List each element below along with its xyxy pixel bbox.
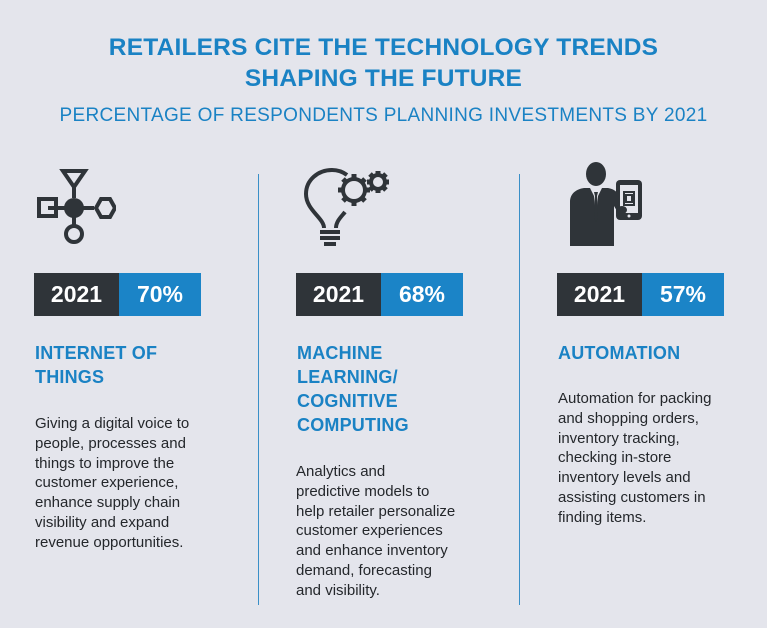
lightbulb-gears-icon	[303, 167, 389, 246]
year-percent-badge: 2021 68%	[296, 273, 463, 316]
title-line-1: RETAILERS CITE THE TECHNOLOGY TRENDS	[108, 34, 659, 61]
column-divider	[258, 174, 259, 605]
page-subtitle: PERCENTAGE OF RESPONDENTS PLANNING INVES…	[59, 105, 708, 126]
trend-description: Automation for packing and shopping orde…	[558, 390, 712, 526]
year-label: 2021	[557, 273, 642, 316]
page-title: RETAILERS CITE THE TECHNOLOGY TRENDS SHA…	[0, 32, 767, 94]
percent-value: 57%	[642, 273, 724, 316]
percent-value: 70%	[119, 273, 201, 316]
trend-heading: INTERNET OF THINGS	[35, 343, 158, 387]
trend-heading: AUTOMATION	[558, 343, 681, 363]
year-percent-badge: 2021 70%	[34, 273, 201, 316]
percent-value: 68%	[381, 273, 463, 316]
trend-description: Giving a digital voice to people, proces…	[35, 415, 190, 551]
year-label: 2021	[34, 273, 119, 316]
year-percent-badge: 2021 57%	[557, 273, 724, 316]
title-line-2: SHAPING THE FUTURE	[244, 65, 523, 92]
trend-heading: MACHINE LEARNING/ COGNITIVE COMPUTING	[297, 343, 409, 435]
businessman-tablet-icon	[570, 162, 642, 246]
year-label: 2021	[296, 273, 381, 316]
column-divider	[519, 174, 520, 605]
network-nodes-icon	[37, 169, 116, 244]
trend-description: Analytics and predictive models to help …	[296, 463, 456, 599]
